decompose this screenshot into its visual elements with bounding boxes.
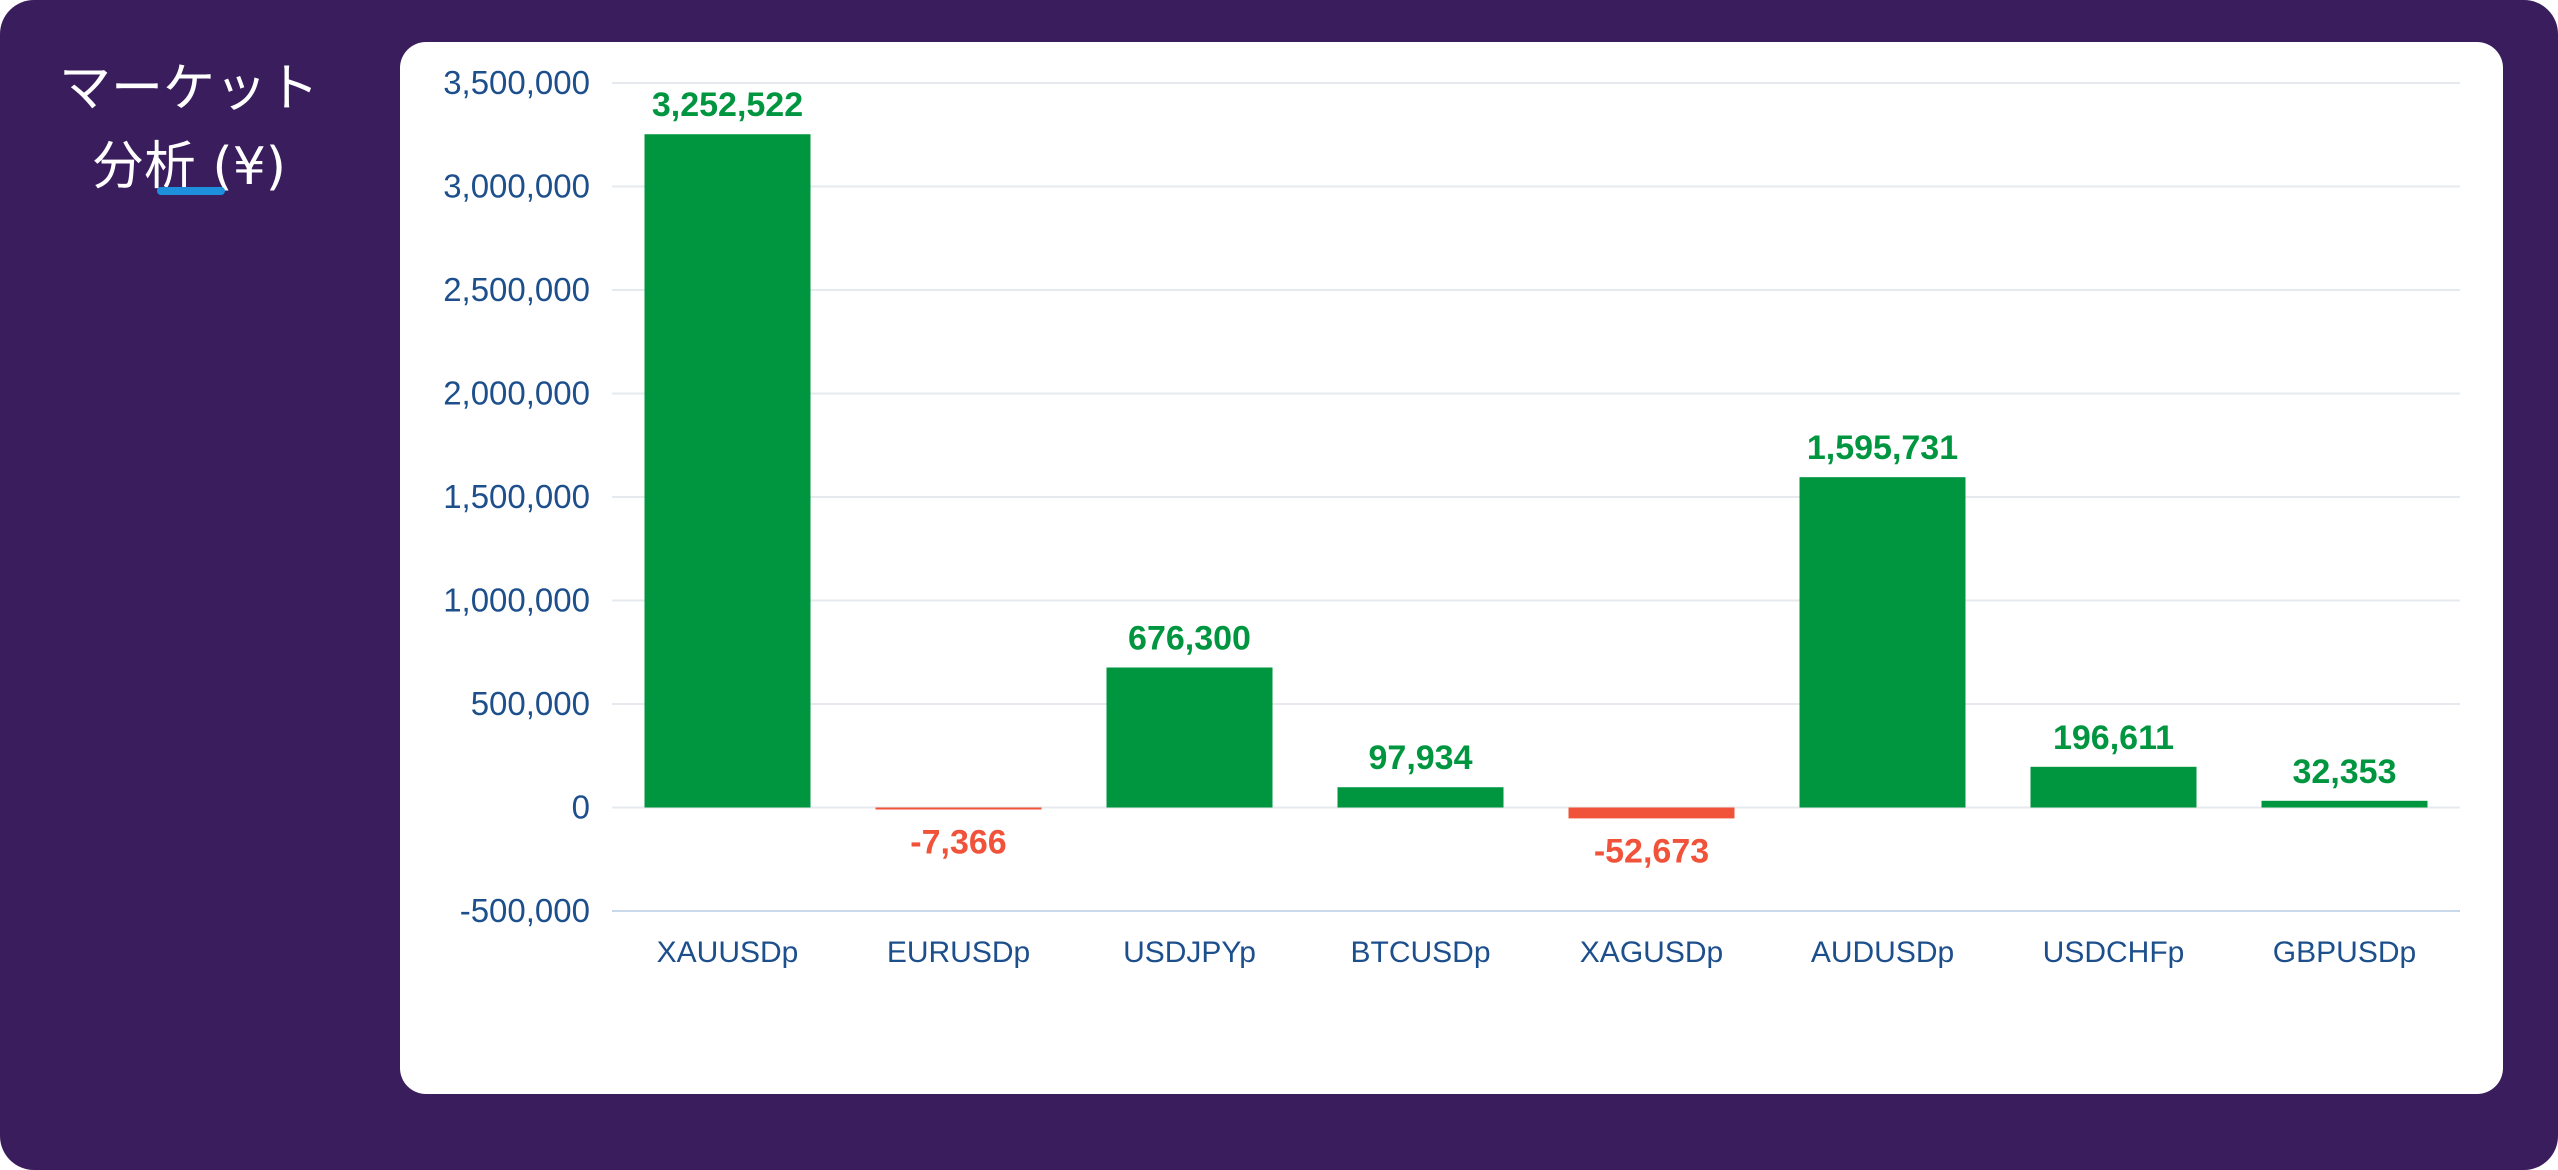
x-category-label: XAGUSDp	[1580, 936, 1723, 969]
y-tick-label: 3,500,000	[443, 64, 590, 101]
x-category-label: XAUUSDp	[657, 936, 799, 969]
section-title-line-1: マーケット	[58, 59, 319, 119]
title-underline	[157, 187, 225, 195]
x-category-label: AUDUSDp	[1811, 936, 1954, 969]
y-tick-label: 500,000	[471, 685, 590, 722]
y-tick-label: 0	[572, 789, 590, 826]
value-label: -52,673	[1594, 832, 1709, 870]
value-label: 676,300	[1128, 620, 1251, 658]
bar-xauusdp	[644, 134, 811, 808]
bar-xagusdp	[1568, 807, 1735, 819]
x-category-label: GBPUSDp	[2273, 936, 2416, 969]
bar-gbpusdp	[2261, 800, 2428, 808]
y-tick-label: 3,000,000	[443, 168, 590, 205]
bar-audusdp	[1799, 477, 1966, 808]
x-category-label: USDCHFp	[2043, 936, 2185, 969]
chart-panel: 3,500,000 3,000,000 2,500,000 2,000,000 1,50…	[400, 42, 2503, 1094]
value-label: 97,934	[1369, 739, 1473, 777]
y-tick-label: 1,500,000	[443, 478, 590, 515]
y-tick-label: 1,000,000	[443, 582, 590, 619]
value-label: 3,252,522	[652, 86, 803, 124]
bar-chart: 3,500,000 3,000,000 2,500,000 2,000,000 1,50…	[443, 64, 2460, 969]
value-label: 196,611	[2053, 719, 2174, 757]
value-label: -7,366	[910, 824, 1006, 862]
section-title: マーケット 分析 (¥)	[24, 50, 354, 206]
y-tick-label: 2,500,000	[443, 271, 590, 308]
bar-usdjpyp	[1106, 667, 1273, 808]
x-category-label: BTCUSDp	[1350, 936, 1490, 969]
bar-eurusdp	[875, 807, 1042, 810]
bar-btcusdp	[1337, 787, 1504, 808]
y-tick-label: 2,000,000	[443, 375, 590, 412]
value-label: 32,353	[2293, 753, 2397, 791]
x-category-label: USDJPYp	[1123, 936, 1256, 969]
bar-usdchfp	[2030, 766, 2197, 808]
x-category-label: EURUSDp	[887, 936, 1030, 969]
y-tick-label: -500,000	[460, 892, 590, 929]
value-label: 1,595,731	[1807, 429, 1958, 467]
